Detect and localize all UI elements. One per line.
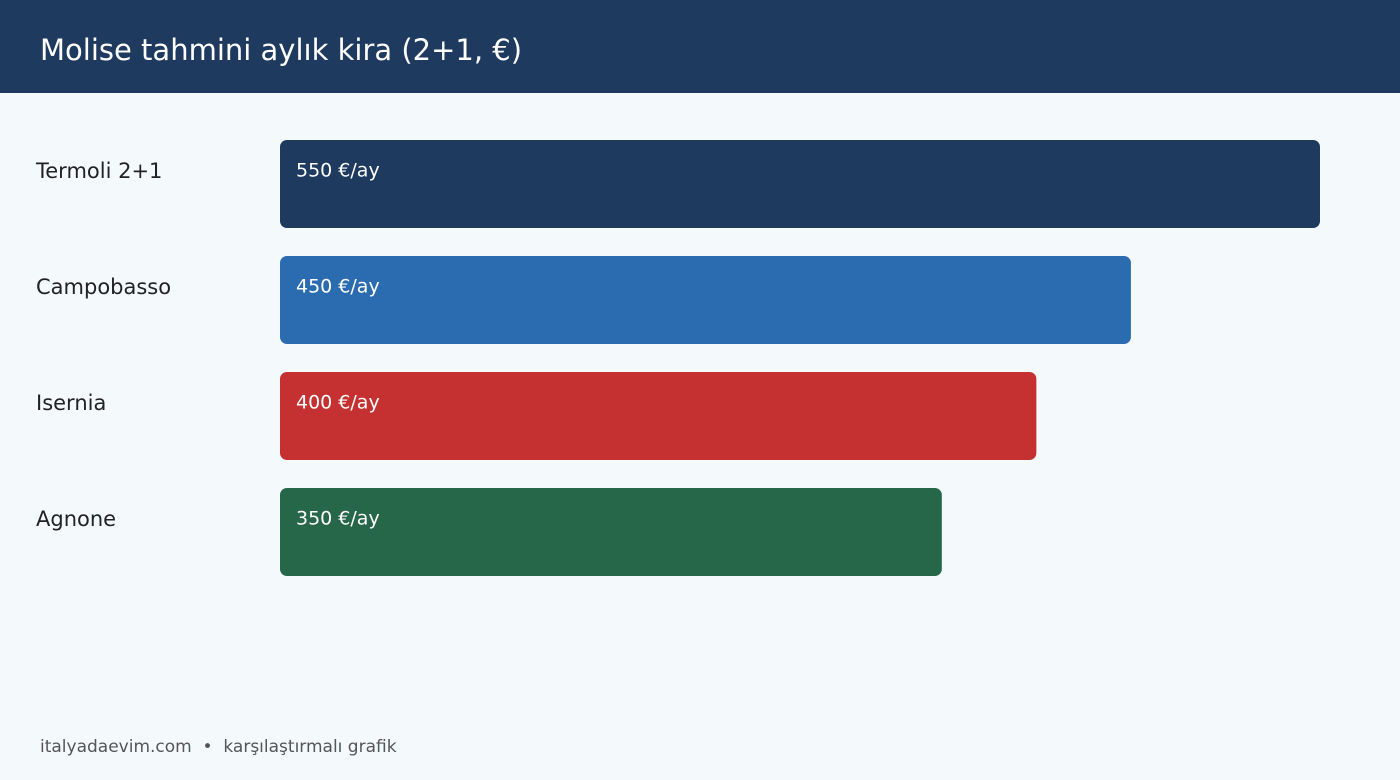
bar: [280, 488, 942, 576]
bar: [280, 372, 1037, 460]
bar: [280, 140, 1320, 228]
value-label: 350 €/ay: [296, 508, 380, 530]
category-label: Campobasso: [36, 275, 171, 299]
category-label: Termoli 2+1: [35, 159, 162, 183]
footer: italyadaevim.com • karşılaştırmalı grafi…: [40, 737, 397, 757]
chart-title: Molise tahmini aylık kira (2+1, €): [40, 33, 522, 67]
bar: [280, 256, 1131, 344]
value-label: 450 €/ay: [296, 276, 380, 298]
value-label: 400 €/ay: [296, 392, 380, 414]
category-label: Agnone: [36, 507, 116, 531]
category-label: Isernia: [36, 391, 106, 415]
value-label: 550 €/ay: [296, 160, 380, 182]
header: [0, 0, 1400, 93]
